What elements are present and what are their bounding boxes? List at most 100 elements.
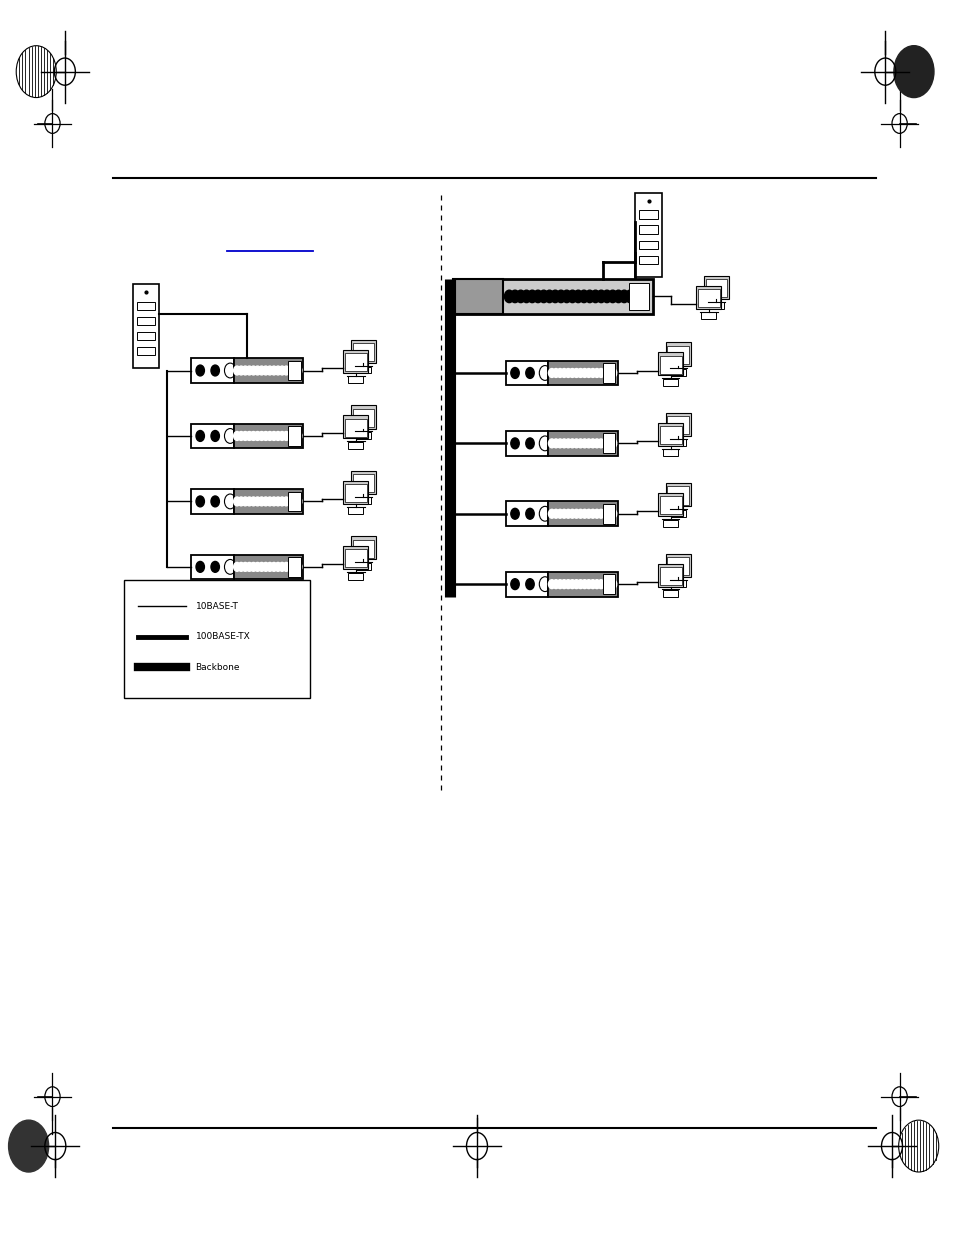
Circle shape <box>596 290 605 303</box>
Bar <box>639 241 658 249</box>
Circle shape <box>271 562 277 572</box>
Bar <box>662 590 678 597</box>
Circle shape <box>573 368 579 378</box>
Bar <box>355 432 371 438</box>
Circle shape <box>262 366 269 375</box>
Circle shape <box>585 368 592 378</box>
Circle shape <box>241 366 249 375</box>
Circle shape <box>9 1120 49 1172</box>
Circle shape <box>548 579 555 589</box>
Circle shape <box>278 562 285 572</box>
Circle shape <box>250 562 256 572</box>
Circle shape <box>609 579 616 589</box>
Bar <box>602 574 615 594</box>
Circle shape <box>573 579 579 589</box>
Circle shape <box>585 579 592 589</box>
Circle shape <box>266 562 273 572</box>
Bar <box>670 510 685 516</box>
Bar <box>667 557 688 576</box>
Bar <box>136 332 155 341</box>
Circle shape <box>282 562 290 572</box>
Bar <box>548 431 618 456</box>
Bar <box>639 210 658 219</box>
Circle shape <box>552 509 558 519</box>
Bar <box>288 557 300 577</box>
Circle shape <box>271 366 277 375</box>
Circle shape <box>636 290 645 303</box>
Bar <box>191 424 233 448</box>
Circle shape <box>246 562 253 572</box>
Circle shape <box>525 509 534 519</box>
Circle shape <box>597 579 604 589</box>
Bar <box>191 358 233 383</box>
Circle shape <box>556 438 563 448</box>
Bar <box>453 279 503 314</box>
Bar <box>548 572 618 597</box>
Bar <box>658 352 682 375</box>
Circle shape <box>262 496 269 506</box>
Bar <box>602 504 615 524</box>
Circle shape <box>294 431 301 441</box>
Circle shape <box>233 366 240 375</box>
Circle shape <box>564 579 571 589</box>
Circle shape <box>211 562 219 572</box>
Bar <box>343 546 368 569</box>
Circle shape <box>593 438 599 448</box>
Circle shape <box>274 496 281 506</box>
Circle shape <box>593 579 599 589</box>
Bar <box>659 356 680 374</box>
Bar <box>658 493 682 516</box>
Circle shape <box>510 579 518 589</box>
Circle shape <box>274 366 281 375</box>
Circle shape <box>282 496 290 506</box>
Circle shape <box>589 438 596 448</box>
Circle shape <box>211 431 219 441</box>
Bar <box>348 573 363 579</box>
Bar <box>658 563 682 587</box>
Circle shape <box>294 562 301 572</box>
Bar <box>659 567 680 585</box>
Circle shape <box>521 290 531 303</box>
Bar <box>670 369 685 375</box>
Bar <box>665 553 690 577</box>
Circle shape <box>544 290 554 303</box>
Circle shape <box>287 366 294 375</box>
Bar <box>667 346 688 364</box>
Circle shape <box>605 368 612 378</box>
Circle shape <box>533 290 542 303</box>
Bar <box>353 540 374 558</box>
Circle shape <box>237 562 244 572</box>
Bar <box>191 555 233 579</box>
Bar <box>639 256 658 264</box>
Circle shape <box>510 438 518 448</box>
Bar <box>345 550 366 568</box>
Bar <box>351 405 375 429</box>
Bar <box>124 580 310 698</box>
Circle shape <box>601 368 608 378</box>
Circle shape <box>609 438 616 448</box>
Circle shape <box>560 438 567 448</box>
Circle shape <box>898 1120 938 1172</box>
Circle shape <box>195 496 204 506</box>
Bar <box>136 347 155 356</box>
Circle shape <box>233 496 240 506</box>
Bar <box>602 363 615 383</box>
Circle shape <box>211 366 219 375</box>
Circle shape <box>577 509 583 519</box>
Bar <box>348 508 363 514</box>
Circle shape <box>580 579 587 589</box>
Bar <box>345 484 366 503</box>
Bar <box>351 340 375 363</box>
Bar <box>343 350 368 373</box>
Circle shape <box>613 290 622 303</box>
Circle shape <box>291 562 297 572</box>
Bar <box>665 412 690 436</box>
Circle shape <box>291 496 297 506</box>
Circle shape <box>274 431 281 441</box>
Circle shape <box>573 438 579 448</box>
Circle shape <box>585 509 592 519</box>
Bar <box>662 450 678 456</box>
Bar <box>355 563 371 569</box>
Circle shape <box>294 496 301 506</box>
Bar <box>191 489 233 514</box>
